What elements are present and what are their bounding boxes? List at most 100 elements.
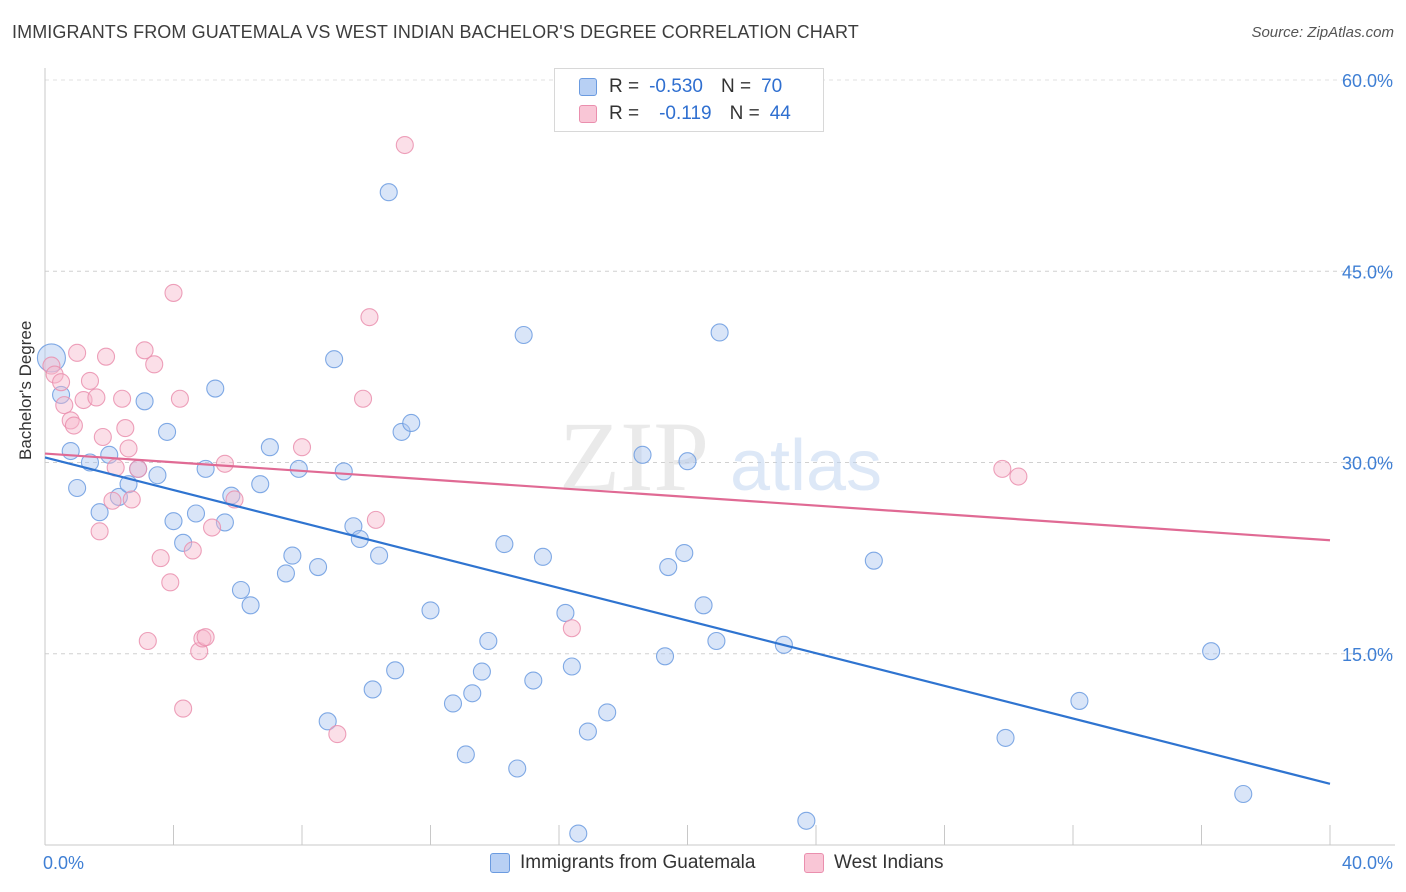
point-guatemala <box>598 703 617 722</box>
point-guatemala <box>379 183 398 202</box>
point-west-indians <box>395 135 414 155</box>
point-guatemala <box>135 392 154 411</box>
stats-row-guatemala: R = -0.530 N = 70 <box>579 75 782 99</box>
point-guatemala <box>864 551 883 570</box>
point-guatemala <box>996 728 1015 747</box>
point-guatemala <box>1234 784 1253 804</box>
point-guatemala <box>1202 642 1221 661</box>
west-indians-swatch <box>579 105 597 123</box>
y-tick-label: 45.0% <box>1342 262 1393 282</box>
trend-lines <box>44 452 1331 785</box>
legend-item-guatemala: Immigrants from Guatemala <box>490 852 755 874</box>
point-guatemala <box>463 684 482 703</box>
point-guatemala <box>68 478 87 498</box>
n-value: 44 <box>769 103 791 124</box>
point-west-indians <box>170 389 189 408</box>
point-west-indians <box>145 355 164 374</box>
point-west-indians <box>52 373 71 392</box>
point-west-indians <box>129 459 148 478</box>
point-guatemala <box>276 564 295 583</box>
point-west-indians <box>122 490 141 509</box>
point-west-indians <box>68 343 87 362</box>
point-guatemala <box>675 543 694 563</box>
point-guatemala <box>251 475 270 494</box>
point-guatemala <box>309 557 328 577</box>
point-guatemala <box>710 323 729 342</box>
point-west-indians <box>90 522 109 541</box>
point-guatemala <box>694 596 713 615</box>
point-guatemala <box>325 350 344 369</box>
n-value: 70 <box>761 76 783 97</box>
point-west-indians <box>161 573 180 592</box>
y-tick-label: 15.0% <box>1342 645 1393 665</box>
watermark-atlas: atlas <box>730 426 882 506</box>
point-west-indians <box>116 419 135 438</box>
point-west-indians <box>87 388 106 407</box>
trend-line-west-indians <box>44 452 1331 542</box>
point-guatemala <box>260 438 279 457</box>
point-west-indians <box>61 411 80 430</box>
point-guatemala <box>421 601 440 620</box>
point-guatemala <box>678 452 697 471</box>
point-west-indians <box>292 438 312 457</box>
point-guatemala <box>206 379 225 398</box>
source-credit: Source: ZipAtlas.com <box>1251 24 1394 41</box>
r-label: R = <box>609 103 640 124</box>
point-guatemala <box>707 631 726 651</box>
r-label: R = <box>609 76 640 97</box>
point-west-indians <box>64 416 83 435</box>
point-west-indians <box>360 308 379 327</box>
point-guatemala <box>283 546 302 565</box>
point-guatemala <box>556 603 575 623</box>
point-guatemala <box>495 535 514 554</box>
point-guatemala <box>164 512 183 531</box>
x-tick-label-max: 40.0% <box>1342 853 1393 873</box>
point-guatemala <box>514 325 533 345</box>
point-west-indians <box>103 491 122 510</box>
point-guatemala <box>52 385 71 404</box>
point-guatemala <box>186 504 206 523</box>
legend-swatch-guatemala <box>490 853 510 873</box>
x-tick-label-min: 0.0% <box>43 853 84 873</box>
point-guatemala <box>363 680 382 699</box>
trend-line-guatemala <box>44 456 1331 785</box>
point-guatemala <box>231 580 251 600</box>
point-guatemala <box>174 533 193 552</box>
legend-label-west-indians: West Indians <box>834 852 944 873</box>
point-west-indians <box>119 439 138 458</box>
n-label: N = <box>729 103 760 124</box>
point-guatemala <box>797 811 816 830</box>
chart-title: IMMIGRANTS FROM GUATEMALA VS WEST INDIAN… <box>12 22 859 42</box>
point-guatemala <box>524 671 543 690</box>
point-guatemala <box>1070 691 1089 710</box>
point-guatemala <box>578 722 597 741</box>
y-tick-label: 30.0% <box>1342 454 1393 474</box>
point-guatemala <box>370 546 389 565</box>
legend-item-west-indians: West Indians <box>804 852 943 874</box>
point-west-indians <box>1009 467 1028 486</box>
point-guatemala <box>562 657 581 676</box>
point-west-indians <box>993 459 1012 478</box>
point-west-indians <box>366 510 385 529</box>
point-west-indians <box>96 347 116 366</box>
point-west-indians <box>353 389 373 408</box>
point-west-indians <box>113 389 132 408</box>
point-west-indians <box>196 628 215 647</box>
point-guatemala <box>533 547 552 566</box>
point-west-indians <box>151 549 170 568</box>
point-west-indians <box>135 341 154 360</box>
point-guatemala <box>443 694 463 713</box>
point-guatemala <box>289 459 308 478</box>
point-west-indians <box>174 699 193 718</box>
point-west-indians <box>203 518 222 537</box>
point-west-indians <box>215 454 234 473</box>
point-guatemala <box>569 824 588 843</box>
watermark: ZIP atlas <box>559 401 882 512</box>
r-value: -0.530 <box>649 76 703 97</box>
n-label: N = <box>720 76 752 97</box>
gridlines <box>45 79 1395 655</box>
point-guatemala <box>655 647 675 666</box>
point-west-indians <box>164 283 183 302</box>
point-guatemala <box>334 462 353 481</box>
